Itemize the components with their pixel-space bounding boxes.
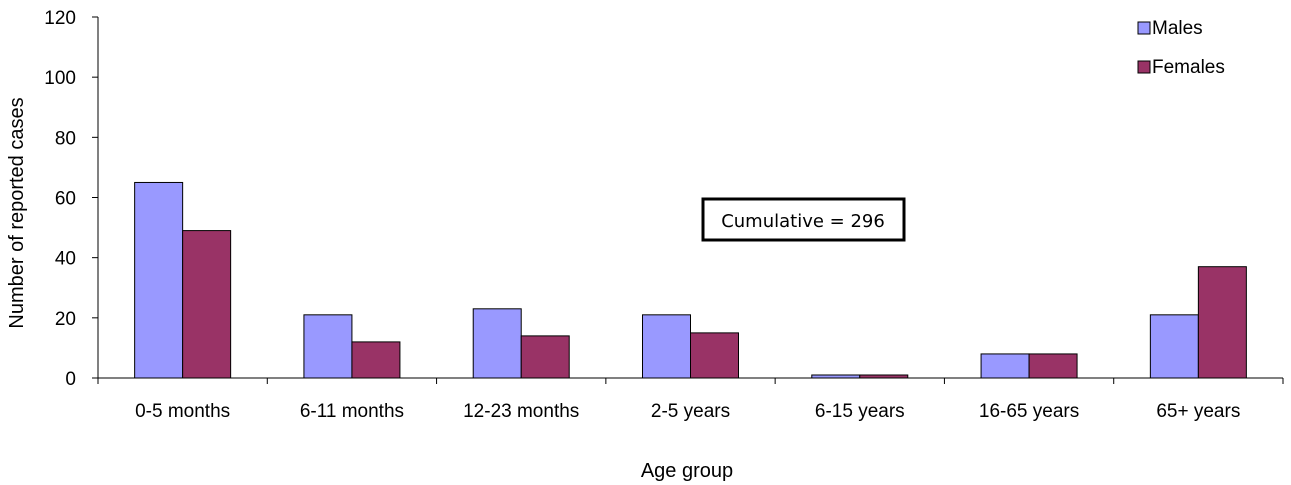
y-tick-label: 120 — [44, 8, 76, 29]
bar-males-4 — [642, 314, 691, 379]
legend-label-females: Females — [1152, 57, 1225, 78]
x-tick-label: 16-65 years — [979, 401, 1079, 422]
x-tick-label: 12-23 months — [463, 401, 579, 422]
x-tick-label: 6-11 months — [300, 401, 404, 422]
y-axis-title: Number of reported cases — [6, 97, 28, 328]
bar-males-7 — [1149, 314, 1199, 379]
legend-swatch-females — [1137, 60, 1151, 74]
y-tick-label: 0 — [65, 369, 76, 390]
bar-males-3 — [472, 308, 522, 379]
legend-label-males: Males — [1152, 18, 1203, 39]
y-tick-label: 20 — [55, 309, 76, 330]
legend-swatch-males — [1137, 21, 1151, 35]
x-tick-label: 6-15 years — [815, 401, 905, 422]
legend: Males Females — [1137, 18, 1225, 78]
bar-females-4 — [690, 332, 739, 379]
y-tick-label: 40 — [55, 249, 76, 270]
x-tick-label: 2-5 years — [651, 401, 730, 422]
x-axis: 0-5 months 6-11 months 12-23 months 2-5 yea… — [97, 377, 1284, 422]
y-tick-label: 100 — [44, 68, 76, 89]
y-tick-label: 60 — [55, 189, 76, 210]
bar-males-6 — [980, 353, 1030, 379]
bars — [134, 181, 1247, 379]
bar-females-6 — [1028, 353, 1078, 379]
bar-females-1 — [182, 230, 232, 379]
bar-males-1 — [134, 181, 184, 379]
y-tick-label: 80 — [55, 128, 76, 149]
bar-females-7 — [1197, 266, 1247, 379]
x-axis-title: Age group — [641, 460, 733, 482]
bar-females-3 — [520, 335, 570, 379]
annotation-text: Cumulative = 296 — [721, 211, 885, 232]
x-tick-label: 0-5 months — [135, 401, 230, 422]
bar-males-2 — [303, 314, 353, 379]
x-tick-label: 65+ years — [1156, 401, 1240, 422]
bar-females-2 — [351, 341, 401, 379]
y-axis: 0 20 40 60 80 100 120 — [44, 8, 99, 390]
annotation-box: Cumulative = 296 — [701, 197, 906, 242]
